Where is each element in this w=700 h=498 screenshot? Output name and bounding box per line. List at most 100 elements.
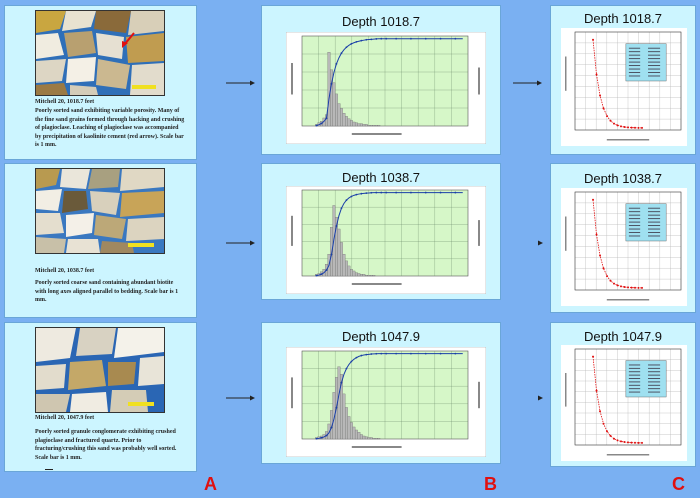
legend-row-mark [648, 367, 661, 369]
histogram-bar [345, 116, 348, 127]
legend-row-mark [628, 75, 641, 77]
histogram-bar [377, 125, 381, 127]
plot-border [574, 31, 682, 131]
histogram-bar [372, 438, 376, 440]
sorting-point [599, 254, 602, 257]
sorting-point [633, 126, 636, 129]
sorting-point [616, 124, 619, 127]
legend-row-mark [628, 61, 641, 63]
chart-b-title-1: Depth 1018.7 [341, 14, 421, 29]
cumulative-point [360, 354, 363, 357]
legend-row-mark [648, 225, 661, 227]
legend-row-mark [628, 232, 641, 233]
legend-row-mark [648, 207, 661, 209]
y-axis-label-mark [565, 56, 567, 91]
x-axis-label-mark [606, 454, 650, 456]
legend-row-mark [628, 47, 641, 49]
cumulative-point [345, 199, 348, 202]
sorting-chart-3 [561, 345, 687, 461]
sorting-point [599, 410, 602, 413]
legend-row-mark [628, 367, 641, 369]
sorting-point [637, 441, 640, 444]
y2-axis-label-mark [478, 67, 480, 95]
cumulative-point [439, 37, 442, 40]
caption-dash-3 [45, 469, 53, 470]
legend-row-mark [648, 65, 661, 67]
histogram-bar [374, 125, 378, 127]
legend-row-mark [628, 374, 641, 376]
sorting-point [640, 126, 643, 129]
histogram-bar [352, 121, 356, 127]
x-axis-label-mark [606, 139, 650, 141]
chart-frame [561, 28, 687, 146]
legend-row-mark [628, 211, 641, 213]
cumulative-point [325, 434, 328, 437]
sorting-point [613, 437, 616, 440]
cumulative-point [370, 38, 373, 41]
histogram-bar [369, 437, 373, 440]
cumulative-point [385, 191, 388, 194]
cumulative-point [439, 191, 442, 194]
histogram-bar [347, 265, 351, 277]
sorting-point [627, 286, 629, 289]
sorting-point [606, 275, 609, 278]
sorting-point [630, 126, 633, 129]
histogram-bar [354, 429, 358, 440]
y2-axis-label-mark [478, 381, 480, 409]
column-label-c: C [672, 474, 685, 494]
y-axis-label-mark [291, 63, 293, 95]
histogram-bar [364, 436, 368, 440]
histogram-bar [359, 434, 363, 440]
y2-axis-label-mark [478, 220, 480, 246]
cumulative-point [340, 207, 343, 210]
cumulative-point [370, 191, 373, 194]
size-distribution-panel-3: Depth 1047.9 [261, 322, 501, 464]
cumulative-point [424, 37, 427, 40]
legend-row-mark [648, 214, 661, 216]
histogram-bar [332, 82, 336, 127]
histogram-bar [372, 125, 376, 127]
legend-row-mark [648, 391, 661, 393]
size-distribution-chart-2 [286, 186, 486, 294]
sorting-point [609, 279, 612, 282]
y-axis-label-mark [565, 373, 567, 407]
legend-row-mark [648, 221, 661, 223]
cumulative-point [340, 381, 343, 384]
cumulative-curve [316, 38, 463, 127]
size-distribution-chart-3 [286, 347, 486, 457]
cumulative-point [395, 191, 398, 194]
cumulative-point [454, 191, 457, 194]
cumulative-point [335, 62, 338, 65]
histogram-bar [367, 125, 371, 127]
cumulative-point [350, 195, 353, 198]
sorting-chart-2 [561, 188, 687, 306]
cumulative-point [410, 191, 412, 194]
sorting-point [609, 119, 612, 122]
histogram-bar [352, 270, 356, 277]
arrow-b-to-c-3 [538, 395, 543, 401]
legend-row-mark [648, 47, 661, 49]
legend-row-mark [648, 72, 661, 73]
histogram-bar [372, 275, 376, 277]
sorting-point [599, 94, 602, 97]
cumulative-point [454, 37, 457, 40]
sorting-curve [592, 199, 642, 289]
y-axis-label-mark [565, 216, 567, 251]
sorting-point [595, 389, 598, 392]
cumulative-point [350, 42, 353, 45]
histogram-bar [340, 108, 343, 127]
sorting-point [627, 126, 629, 129]
cumulative-point [375, 191, 378, 194]
histogram-bar [357, 123, 361, 127]
cumulative-point [345, 46, 348, 49]
sorting-point [613, 122, 616, 125]
chart-frame [561, 188, 687, 306]
histogram-bar [362, 124, 366, 127]
cumulative-point [315, 274, 318, 277]
cumulative-point [365, 192, 368, 195]
cumulative-point [330, 82, 333, 85]
cumulative-point [355, 193, 358, 196]
histogram-bar [362, 274, 366, 277]
sorting-panel-3: Depth 1047.9 [550, 322, 696, 467]
legend-row-mark [628, 384, 641, 386]
